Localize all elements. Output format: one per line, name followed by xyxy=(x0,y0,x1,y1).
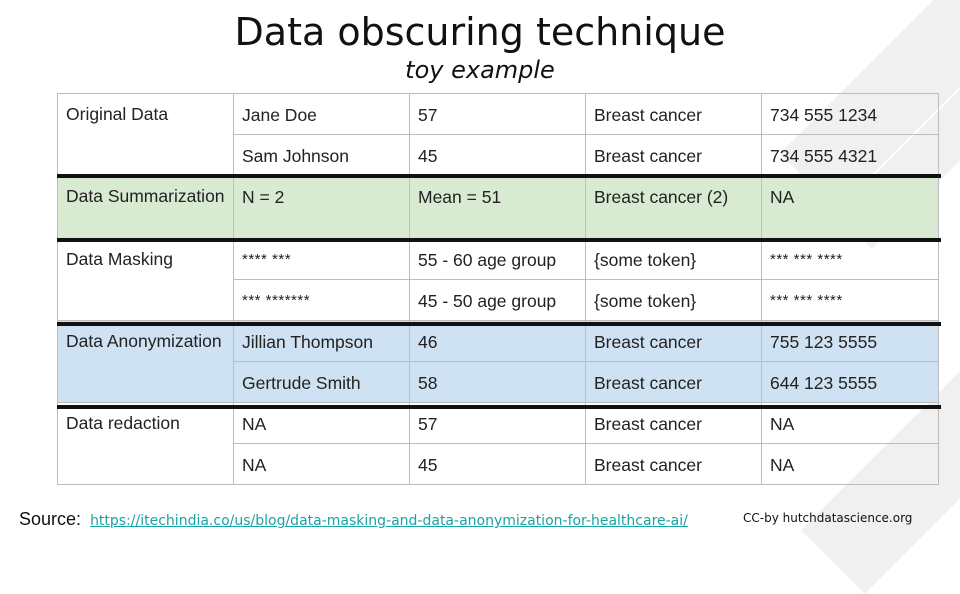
table-cell: Jillian Thompson xyxy=(233,320,410,362)
table-cell: 55 - 60 age group xyxy=(409,238,586,280)
table-cell: NA xyxy=(233,443,410,485)
table-cell: 57 xyxy=(409,402,586,444)
row-label-anonymization: Data Anonymization xyxy=(57,320,234,403)
section-divider xyxy=(57,174,941,178)
table-cell: Breast cancer xyxy=(585,443,762,485)
table-cell: {some token} xyxy=(585,279,762,321)
table-cell: **** *** xyxy=(233,238,410,280)
table-cell: *** *** **** xyxy=(761,279,939,321)
table-cell: 734 555 4321 xyxy=(761,134,939,176)
data-obscuring-table: Original Data Jane Doe 57 Breast cancer … xyxy=(57,93,939,485)
table-cell: 45 - 50 age group xyxy=(409,279,586,321)
table-cell: Sam Johnson xyxy=(233,134,410,176)
row-label-redaction: Data redaction xyxy=(57,402,234,485)
table-cell: NA xyxy=(761,175,939,239)
table-cell: Breast cancer xyxy=(585,134,762,176)
table-cell: Breast cancer xyxy=(585,361,762,403)
table-cell: 45 xyxy=(409,134,586,176)
table-cell: 45 xyxy=(409,443,586,485)
source-label: Source: xyxy=(19,509,82,529)
slide-subtitle: toy example xyxy=(405,56,555,84)
table-cell: 644 123 5555 xyxy=(761,361,939,403)
row-label-original: Original Data xyxy=(57,93,234,176)
data-table-container: Original Data Jane Doe 57 Breast cancer … xyxy=(57,93,939,490)
row-label-summarization: Data Summarization xyxy=(57,175,234,239)
table-row: Original Data Jane Doe 57 Breast cancer … xyxy=(57,93,939,176)
source-citation: Source: https://itechindia.co/us/blog/da… xyxy=(19,509,688,530)
table-cell: Breast cancer xyxy=(585,93,762,135)
table-cell: Breast cancer xyxy=(585,320,762,362)
table-cell: 58 xyxy=(409,361,586,403)
table-cell: N = 2 xyxy=(233,175,410,239)
table-row: NA 45 Breast cancer NA xyxy=(58,443,939,485)
row-label-masking: Data Masking xyxy=(57,238,234,321)
table-cell: 755 123 5555 xyxy=(761,320,939,362)
table-row: Data Masking **** *** 55 - 60 age group … xyxy=(57,238,939,321)
table-row: Data Anonymization Jillian Thompson 46 B… xyxy=(57,320,939,403)
table-cell: Jane Doe xyxy=(233,93,410,135)
table-row: Data Summarization N = 2 Mean = 51 Breas… xyxy=(57,175,939,239)
table-row: *** ******* 45 - 50 age group {some toke… xyxy=(58,279,939,321)
table-cell: *** ******* xyxy=(233,279,410,321)
slide-title: Data obscuring technique xyxy=(234,10,726,54)
table-row: Data redaction NA 57 Breast cancer NA xyxy=(57,402,939,485)
section-divider xyxy=(57,405,941,409)
table-cell: Breast cancer (2) xyxy=(585,175,762,239)
table-cell: Gertrude Smith xyxy=(233,361,410,403)
section-divider xyxy=(57,322,941,326)
license-credit: CC-by hutchdatascience.org xyxy=(743,511,913,525)
table-cell: 734 555 1234 xyxy=(761,93,939,135)
table-cell: 46 xyxy=(409,320,586,362)
section-divider xyxy=(57,238,941,242)
table-row: Sam Johnson 45 Breast cancer 734 555 432… xyxy=(58,134,939,176)
table-row: Gertrude Smith 58 Breast cancer 644 123 … xyxy=(58,361,939,403)
source-link[interactable]: https://itechindia.co/us/blog/data-maski… xyxy=(90,513,688,529)
table-cell: NA xyxy=(761,443,939,485)
table-cell: *** *** **** xyxy=(761,238,939,280)
table-cell: NA xyxy=(233,402,410,444)
table-cell: Mean = 51 xyxy=(409,175,586,239)
table-cell: {some token} xyxy=(585,238,762,280)
table-cell: 57 xyxy=(409,93,586,135)
